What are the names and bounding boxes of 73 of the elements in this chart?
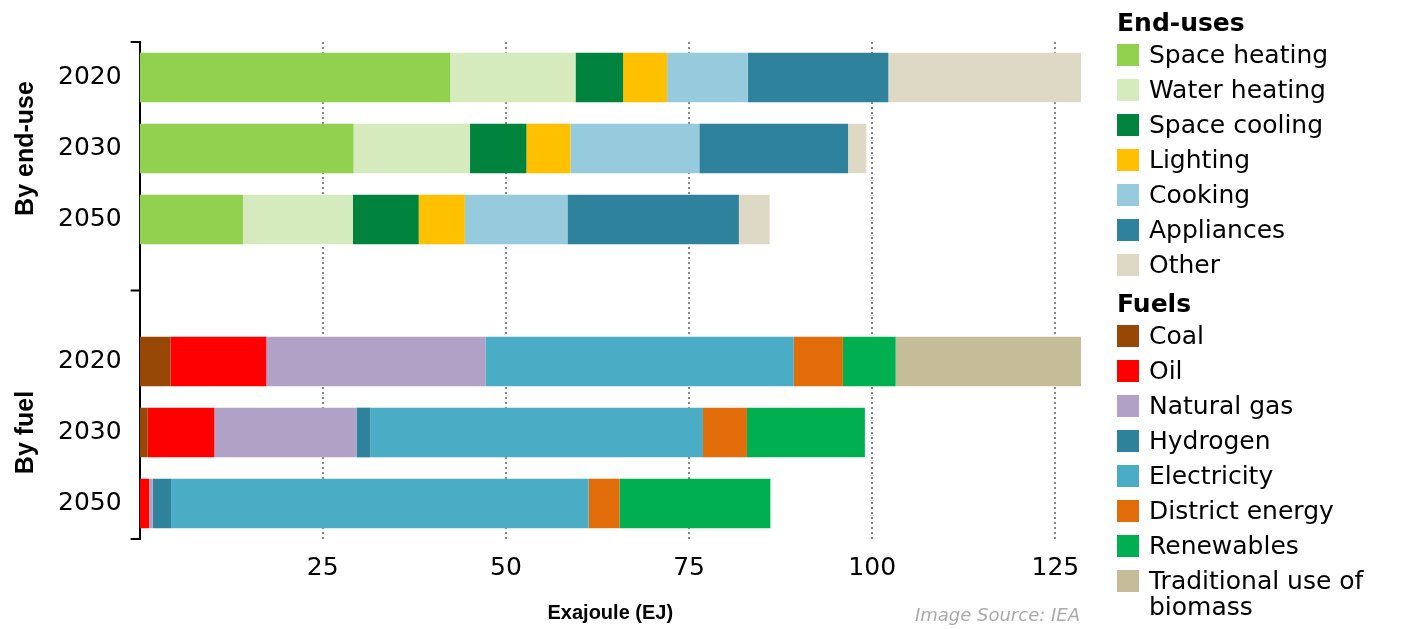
bar [418,194,465,245]
y-tick-label: 2050 [58,203,122,232]
x-tick-label: 100 [848,551,897,581]
legend-label: Other [1149,249,1220,281]
bar [171,478,589,529]
bar [139,52,451,103]
y-tick-label: 2050 [58,487,122,516]
bar [152,478,172,529]
text: Image Source: IEA [914,604,1080,626]
legend-label: District energy [1149,495,1334,527]
bar [746,407,865,458]
y-tick-label: 2030 [58,132,122,161]
bar [895,336,1081,387]
y-tick-label: 2020 [58,61,122,90]
bar [485,336,794,387]
bar [567,194,739,245]
bar [848,123,867,174]
bar [139,336,171,387]
legend-label: Lighting [1149,144,1251,176]
bar [619,478,771,529]
bar [170,336,267,387]
text: End-uses [1117,8,1246,38]
x-tick-label: 75 [673,551,705,581]
bar [623,52,668,103]
legend-label: Oil [1149,355,1183,387]
bar [699,123,849,174]
legend-label: Cooking [1149,179,1251,211]
y-tick-label: 2030 [58,416,122,445]
bar [139,194,243,245]
bar [353,123,471,174]
bar [139,478,150,529]
text: By end-use [9,81,38,216]
bar [888,52,1081,103]
bar [575,52,624,103]
bar [588,478,620,529]
x-tick-label: 25 [306,551,339,581]
bar [450,52,576,103]
legend-label: Hydrogen [1149,425,1271,457]
bar [526,123,571,174]
bar [793,336,843,387]
bar [667,52,748,103]
bar [139,407,148,458]
bar [214,407,357,458]
y-tick-label: 2020 [58,345,122,374]
bar [747,52,889,103]
legend-label: Electricity [1149,460,1274,492]
legend-label: Space cooling [1149,109,1324,141]
legend-label: Natural gas [1149,390,1294,422]
bar [842,336,896,387]
legend-label: Space heating [1149,39,1329,71]
legend-label: Coal [1149,320,1205,352]
bar [139,123,354,174]
bar [147,407,215,458]
bar [149,478,153,529]
bar [242,194,353,245]
bar [370,407,703,458]
legend-label: Water heating [1149,74,1326,106]
legend-label: Appliances [1149,214,1286,246]
legend-label: Traditional use of biomass [1149,565,1365,623]
x-tick-label: 50 [490,551,522,581]
bar [352,194,419,245]
x-axis-title: Exajoule (EJ) [547,600,674,623]
bar [356,407,371,458]
bar [470,123,527,174]
bar [266,336,486,387]
bar [570,123,700,174]
bar [464,194,568,245]
text: By fuel [9,390,38,475]
bar [702,407,747,458]
x-tick-label: 125 [1031,551,1080,581]
text: Fuels [1117,289,1193,319]
legend-label: Renewables [1149,530,1299,562]
bar [738,194,770,245]
